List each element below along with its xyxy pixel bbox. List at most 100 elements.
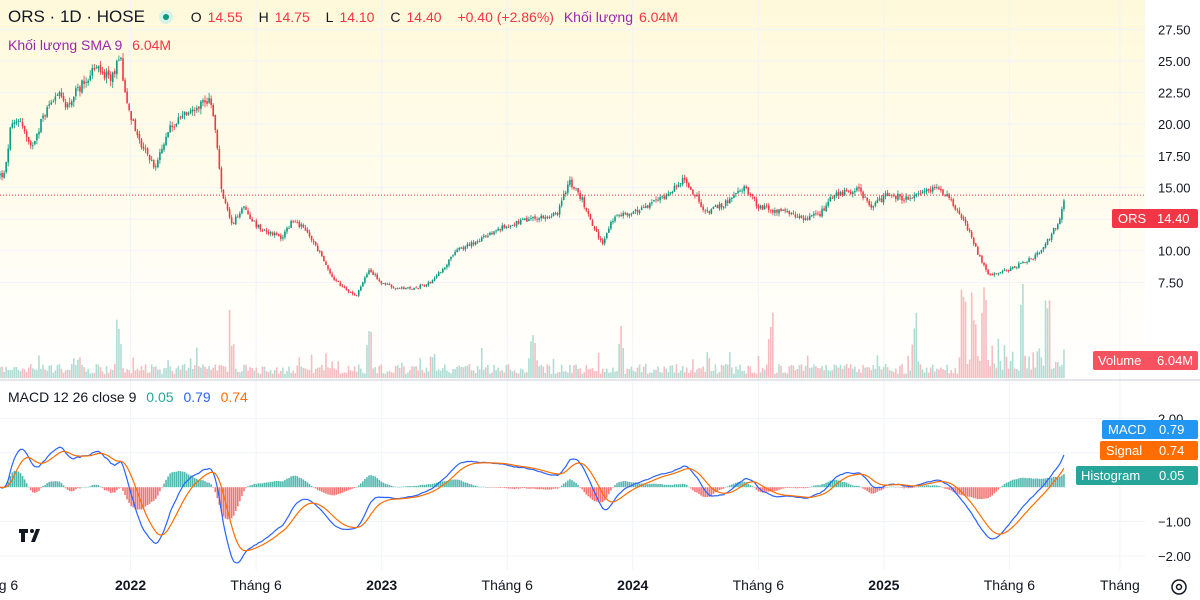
candle-body [552,213,555,217]
histogram-bar [770,487,772,492]
volume-bar [1046,308,1049,378]
candle-body [175,124,178,127]
candle-body [558,205,561,215]
market-status-icon[interactable] [158,10,173,24]
volume-bar [767,338,770,378]
candle-body [747,187,750,195]
histogram-bar [610,487,612,491]
macd-value: 0.79 [183,389,211,405]
volume-bar [468,364,471,378]
volume-bar [38,355,40,378]
histogram-bar [554,487,557,489]
candle-body [677,184,680,188]
volume-bar [267,372,270,378]
volume-bar [831,370,834,378]
volume-bar [616,371,618,378]
candle-body [733,194,735,198]
histogram-bar [429,484,432,488]
price-tick-label: 25.00 [1158,54,1191,69]
candle-body [109,74,112,81]
histogram-bar [296,476,299,488]
candle-body [925,189,928,192]
candle-body [663,196,665,199]
volume-bar [702,366,704,378]
candle-body [212,105,214,116]
candle-body [690,186,692,190]
candle-body [398,287,401,289]
volume-bar [565,371,567,378]
histogram-bar [335,487,337,495]
volume-bar [858,368,860,378]
histogram-bar [173,471,176,488]
macd-legend[interactable]: MACD 12 26 close 9 0.05 0.79 0.74 [8,388,254,406]
candle-body [314,242,317,246]
candle-body [946,193,948,196]
candle-body [1011,266,1014,269]
price-pane-background [0,0,1145,378]
histogram-bar [700,487,702,496]
candle-body [421,284,424,286]
histogram-bar [392,486,395,488]
histogram-bar [993,487,996,494]
volume-bar [966,363,969,378]
histogram-bar [649,483,651,488]
volume-bar [716,373,719,378]
histogram-bar [476,486,479,488]
volume-bar [1009,361,1012,378]
volume-bar [950,370,952,378]
candle-body [189,110,192,113]
volume-bar [1044,300,1047,378]
price-badge-value: 14.40 [1157,211,1190,226]
price-axis[interactable]: 27.5025.0022.5020.0017.5015.0012.5010.00… [1158,22,1191,290]
volume-bar [796,368,799,378]
volume-bar [954,368,957,378]
candle-body [511,225,514,226]
volume-bar [77,359,79,378]
candle-body [618,214,620,216]
histogram-bar [798,487,801,489]
histogram-bar [312,487,315,488]
volume-bar [177,365,180,378]
volume-bar [911,344,914,378]
volume-bar [569,364,571,378]
histogram-bar [532,487,534,489]
histogram-bar [325,487,327,494]
tradingview-logo-icon[interactable] [12,521,48,549]
candle-body [509,225,512,227]
candle-body [458,248,460,250]
symbol-title[interactable]: ORS · 1D · HOSE [8,7,145,26]
symbol-legend[interactable]: ORS · 1D · HOSE O 14.55 H 14.75 L 14.10 C 14… [8,8,690,26]
candle-body [792,213,795,215]
histogram-bar [562,483,565,488]
volume-bar [58,364,61,378]
candle-body [841,191,844,196]
candle-body [790,213,793,214]
candle-body [780,208,782,211]
histogram-bar [493,487,495,488]
histogram-bar [75,487,77,490]
histogram-bar [714,487,717,493]
settings-gear-icon[interactable] [1168,576,1190,598]
histogram-bar [747,483,750,488]
volume-bar [368,331,370,378]
volume-bar [456,366,458,378]
candle-body [735,192,737,195]
candle-body [583,197,586,208]
histogram-bar [403,486,405,488]
candle-body [603,238,606,244]
candle-body [601,239,604,245]
candle-body [316,245,319,252]
volume-bar [923,372,926,378]
volume-bar [364,373,366,378]
signal-line [0,450,1065,552]
volume-sma-legend[interactable]: Khối lượng SMA 9 6.04M [8,36,177,54]
candle-body [405,287,407,289]
histogram-bar [954,487,957,494]
volume-bar [306,369,309,378]
candle-body [667,193,670,196]
volume-bar [241,371,243,378]
volume-bar [1011,351,1014,378]
candle-body [29,141,32,146]
